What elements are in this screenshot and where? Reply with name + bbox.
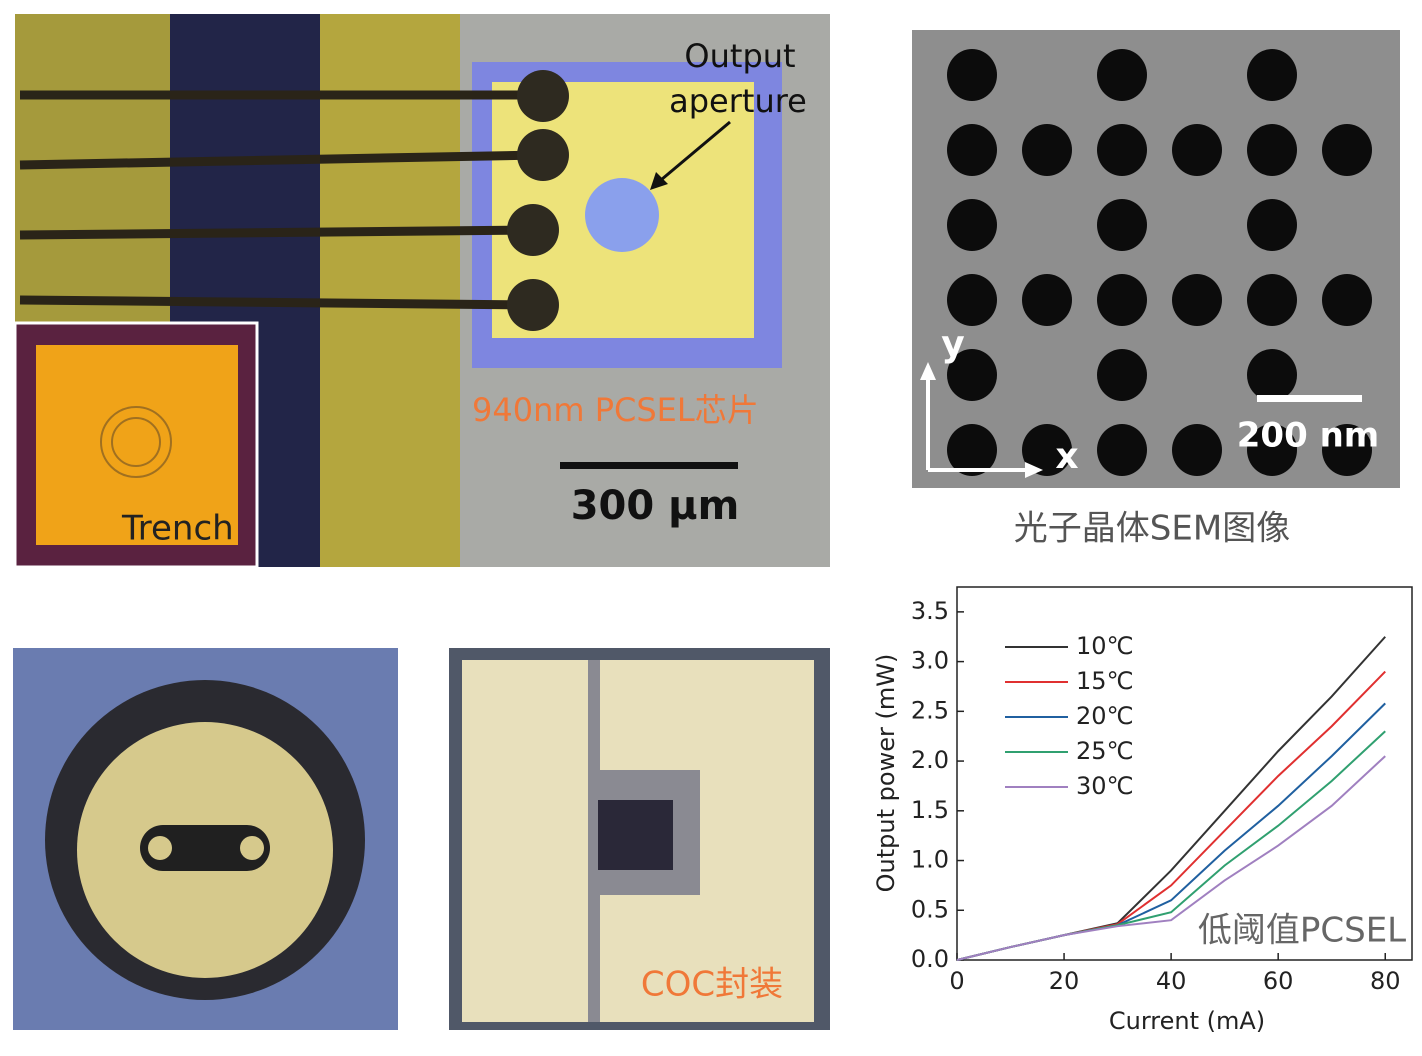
sem-hole <box>1322 274 1372 326</box>
output-label: Output <box>684 37 795 75</box>
sem-hole <box>1247 199 1297 251</box>
sem-hole <box>1172 124 1222 176</box>
sem-hole <box>1022 274 1072 326</box>
coc-label: COC封装 <box>641 965 783 1005</box>
sem-hole <box>1322 124 1372 176</box>
sem-caption: 光子晶体SEM图像 <box>1014 509 1290 549</box>
sem-scale: 200 nm <box>1237 416 1379 456</box>
sem-hole <box>1247 424 1297 476</box>
sem-hole <box>1097 349 1147 401</box>
sem-image <box>912 30 1400 488</box>
sem-hole <box>1322 424 1372 476</box>
legend-label: 10℃ <box>1076 632 1134 660</box>
sem-axis-x: x <box>1055 436 1078 477</box>
x-tick-label: 40 <box>1156 967 1187 995</box>
series-line <box>956 755 1386 961</box>
y-tick-label: 1.5 <box>911 796 949 824</box>
chip-photo: Output aperture 940nm PCSEL芯片 300 μm Tre… <box>13 14 830 569</box>
y-tick-label: 1.0 <box>911 846 949 874</box>
y-tick-label: 0.0 <box>911 945 949 973</box>
y-tick-label: 0.5 <box>911 895 949 923</box>
sem-hole <box>947 424 997 476</box>
sem-hole <box>1172 424 1222 476</box>
sem-hole <box>947 349 997 401</box>
sem-hole <box>947 124 997 176</box>
sem-hole <box>1097 124 1147 176</box>
x-tick-label: 20 <box>1049 967 1080 995</box>
sem-hole <box>1097 49 1147 101</box>
sem-hole <box>947 274 997 326</box>
sem-hole <box>1022 424 1072 476</box>
y-tick-label: 3.5 <box>911 597 949 625</box>
sem-overlay: y x 200 nm <box>920 324 1379 478</box>
sem-hole <box>1247 124 1297 176</box>
output-label: aperture <box>669 82 807 120</box>
x-axis-label: Current (mA) <box>1109 1007 1265 1035</box>
sem-axis-y: y <box>941 324 964 365</box>
sem-hole <box>1097 424 1147 476</box>
x-tick-label: 80 <box>1370 967 1401 995</box>
sem-hole <box>1097 199 1147 251</box>
inset-label: Trench <box>121 509 234 549</box>
legend-label: 25℃ <box>1076 737 1134 765</box>
x-tick-label: 60 <box>1263 967 1294 995</box>
sem-hole <box>947 199 997 251</box>
sem-hole <box>1022 124 1072 176</box>
sem-hole <box>947 49 997 101</box>
package-photo <box>13 648 398 1030</box>
coc-photo: COC封装 <box>449 648 830 1030</box>
annotation: 低阈值PCSEL <box>1198 911 1406 951</box>
y-tick-label: 3.0 <box>911 647 949 675</box>
scale-label: 300 μm <box>571 483 740 529</box>
y-tick-label: 2.0 <box>911 746 949 774</box>
chart: Current (mA) Output power (mW) 低阈值PCSEL … <box>872 586 1413 1035</box>
sem-hole <box>1247 274 1297 326</box>
x-tick-label: 0 <box>949 967 964 995</box>
legend-label: 30℃ <box>1076 772 1134 800</box>
legend-label: 20℃ <box>1076 702 1134 730</box>
sem-hole <box>1097 274 1147 326</box>
chip-label: 940nm PCSEL芯片 <box>472 391 759 429</box>
sem-hole <box>1247 349 1297 401</box>
legend-label: 15℃ <box>1076 667 1134 695</box>
sem-hole <box>1247 49 1297 101</box>
y-axis-label: Output power (mW) <box>872 654 900 893</box>
sem-hole <box>1172 274 1222 326</box>
y-tick-label: 2.5 <box>911 696 949 724</box>
